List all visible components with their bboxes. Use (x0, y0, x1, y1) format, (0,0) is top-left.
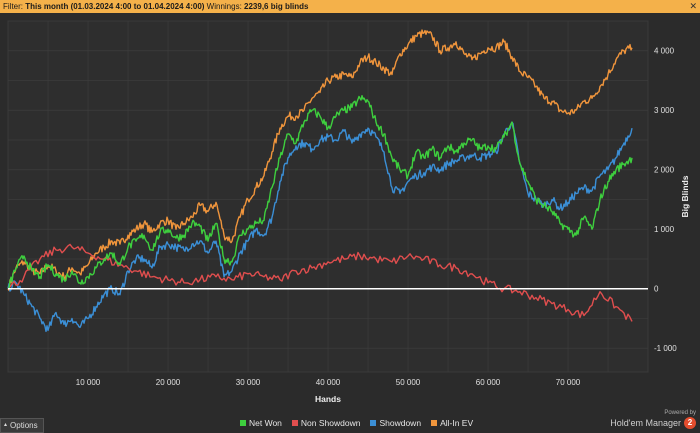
x-tick-label: 20 000 (156, 378, 181, 387)
options-label: Options (10, 421, 38, 430)
y-tick-label: -1 000 (654, 344, 677, 353)
x-tick-label: 50 000 (396, 378, 421, 387)
x-tick-label: 40 000 (316, 378, 341, 387)
legend-item[interactable]: All-In EV (431, 418, 473, 428)
y-axis-title: Big Blinds (680, 175, 690, 217)
footer-bar: ▴ Options Net Won Non Showdown Showdown All… (0, 410, 700, 433)
y-tick-label: 2 000 (654, 166, 675, 175)
series-line-all-in-ev (7, 29, 633, 291)
filter-value[interactable]: This month (01.03.2024 4:00 to 01.04.202… (25, 2, 205, 11)
options-button[interactable]: ▴ Options (0, 418, 44, 433)
brand-name: Hold'em Manager (610, 418, 681, 428)
x-tick-label: 10 000 (76, 378, 101, 387)
series-line-non-showdown (7, 243, 633, 322)
legend-item[interactable]: Non Showdown (291, 418, 361, 428)
brand-badge-icon: 2 (684, 417, 696, 429)
brand-logo: Powered by Hold'em Manager 2 (610, 410, 696, 429)
legend-label: Non Showdown (300, 418, 361, 428)
line-chart: 10 000 20 000 30 000 40 000 50 000 60 000 70 0… (7, 20, 690, 404)
legend-swatch (370, 420, 377, 426)
y-tick-label: 1 000 (654, 225, 675, 234)
filter-label: Filter: (3, 2, 23, 11)
legend-swatch (431, 420, 438, 426)
legend-label: Showdown (379, 418, 422, 428)
winnings-value: 2239,6 big blinds (244, 2, 309, 11)
series-line-net-won (7, 94, 633, 290)
winnings-label: Winnings: (206, 2, 242, 11)
filter-bar: Filter: This month (01.03.2024 4:00 to 0… (0, 0, 700, 13)
y-tick-label: 3 000 (654, 106, 675, 115)
options-icon: ▴ (4, 422, 8, 428)
x-tick-label: 30 000 (236, 378, 261, 387)
legend-label: Net Won (249, 418, 282, 428)
legend-label: All-In EV (440, 418, 474, 428)
x-axis-title: Hands (315, 394, 341, 404)
chart-legend: Net Won Non Showdown Showdown All-In EV (240, 418, 473, 428)
close-icon[interactable]: ✕ (689, 1, 697, 11)
legend-swatch (240, 420, 246, 426)
legend-item[interactable]: Showdown (370, 418, 421, 428)
powered-by-text: Powered by (664, 410, 696, 416)
x-tick-label: 70 000 (556, 378, 581, 387)
x-tick-label: 60 000 (476, 378, 501, 387)
legend-item[interactable]: Net Won (240, 418, 282, 428)
y-tick-label: 4 000 (654, 47, 675, 56)
legend-swatch (291, 420, 298, 426)
y-tick-label: 0 (654, 285, 659, 294)
